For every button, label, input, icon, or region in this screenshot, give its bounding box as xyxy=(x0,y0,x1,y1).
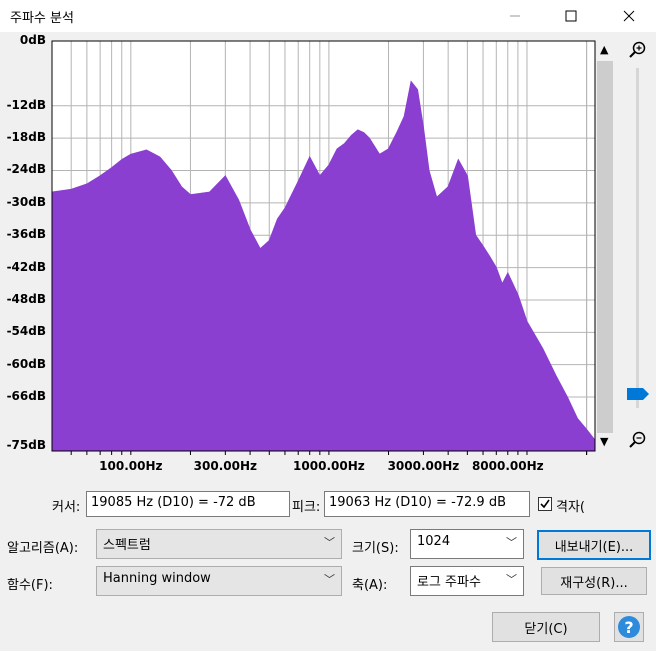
y-tick-label: -30dB xyxy=(6,194,46,209)
function-value: Hanning window xyxy=(103,571,211,586)
axis-value: 로그 주파수 xyxy=(417,575,481,590)
spectrum-plot-frame: 0dB -12dB -18dB -24dB -30dB -36dB -42dB -48dB -5… xyxy=(0,32,656,480)
help-icon: ? xyxy=(618,616,640,638)
y-tick-label: -42dB xyxy=(6,259,46,274)
axis-select[interactable]: 로그 주파수 ﹀ xyxy=(410,566,524,596)
function-select[interactable]: Hanning window ﹀ xyxy=(96,566,342,596)
chevron-down-icon: ﹀ xyxy=(324,536,335,549)
chevron-down-icon: ﹀ xyxy=(324,573,335,586)
close-icon xyxy=(623,10,635,22)
x-tick-label: 8000.00Hz xyxy=(471,459,544,473)
scroll-down-icon[interactable]: ▼ xyxy=(600,435,609,448)
window-title: 주파수 분석 xyxy=(10,11,74,26)
cursor-label: 커서: xyxy=(52,500,81,515)
algorithm-value: 스펙트럼 xyxy=(103,538,151,553)
y-tick-label: -48dB xyxy=(6,291,46,306)
size-select[interactable]: 1024 ﹀ xyxy=(410,529,524,559)
algorithm-select[interactable]: 스펙트럼 ﹀ xyxy=(96,529,342,559)
x-tick-label: 100.00Hz xyxy=(99,459,163,473)
minimize-button[interactable] xyxy=(492,0,538,32)
y-tick-label: -18dB xyxy=(6,130,46,145)
cursor-readout[interactable]: 19085 Hz (D10) = -72 dB xyxy=(86,491,290,517)
export-button[interactable]: 내보내기(E)... xyxy=(537,530,651,560)
scrollbar-thumb[interactable] xyxy=(597,61,613,433)
spectrum-chart[interactable] xyxy=(0,32,656,480)
x-tick-label: 300.00Hz xyxy=(193,459,257,473)
maximize-icon xyxy=(565,10,577,22)
spectrum-area xyxy=(51,80,596,452)
zoom-slider-thumb[interactable] xyxy=(627,388,649,401)
scroll-up-icon[interactable]: ▲ xyxy=(600,43,609,56)
function-label: 함수(F): xyxy=(7,578,53,593)
help-button[interactable]: ? xyxy=(614,612,644,642)
x-tick-label: 1000.00Hz xyxy=(293,459,365,473)
zoom-in-button[interactable] xyxy=(627,40,647,60)
zoom-slider-track[interactable] xyxy=(636,68,639,408)
grid-checkbox[interactable] xyxy=(538,497,552,511)
y-tick-label: -66dB xyxy=(6,389,46,404)
y-tick-label: 0dB xyxy=(19,33,46,47)
zoom-out-button[interactable] xyxy=(627,430,647,450)
title-bar: 주파수 분석 xyxy=(0,0,656,32)
close-window-button[interactable] xyxy=(606,0,652,32)
zoom-out-icon xyxy=(629,431,646,448)
algorithm-label: 알고리즘(A): xyxy=(7,541,79,556)
minimize-icon xyxy=(510,15,520,17)
grid-checkbox-label: 격자( xyxy=(556,500,585,515)
axis-label: 축(A): xyxy=(352,578,388,593)
zoom-in-icon xyxy=(629,41,646,58)
peak-label: 피크: xyxy=(292,500,321,515)
y-tick-label: -60dB xyxy=(6,356,46,371)
y-tick-label: -75dB xyxy=(6,437,46,452)
y-tick-label: -36dB xyxy=(6,227,46,242)
x-tick-label: 3000.00Hz xyxy=(387,459,460,473)
replot-button[interactable]: 재구성(R)... xyxy=(541,567,647,595)
y-tick-label: -54dB xyxy=(6,324,46,339)
size-value: 1024 xyxy=(417,534,451,549)
plot-border xyxy=(51,40,596,452)
y-tick-label: -12dB xyxy=(6,97,46,112)
vertical-scrollbar[interactable]: ▲ ▼ xyxy=(596,41,614,451)
y-tick-label: -24dB xyxy=(6,162,46,177)
checkbox-checked-icon xyxy=(538,497,552,511)
size-label: 크기(S): xyxy=(352,541,399,556)
close-dialog-button[interactable]: 닫기(C) xyxy=(492,612,600,642)
chevron-down-icon: ﹀ xyxy=(506,573,517,586)
maximize-button[interactable] xyxy=(548,0,594,32)
peak-readout[interactable]: 19063 Hz (D10) = -72.9 dB xyxy=(324,491,530,517)
chevron-down-icon: ﹀ xyxy=(506,536,517,549)
